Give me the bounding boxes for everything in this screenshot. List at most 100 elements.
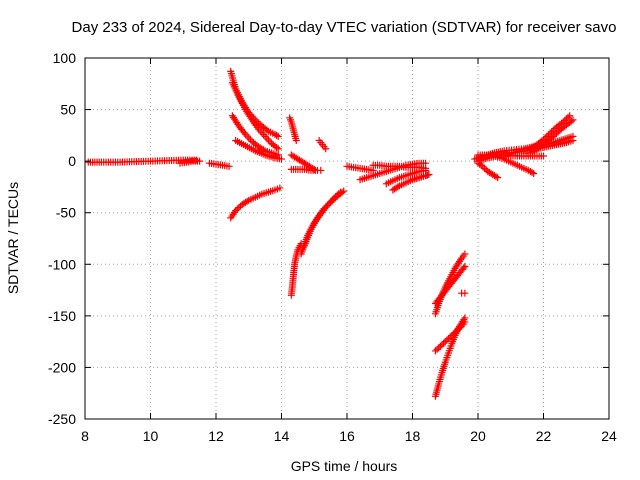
data-point (492, 173, 500, 181)
satellite-track-25 (431, 314, 469, 400)
satellite-track-6 (228, 112, 282, 159)
data-point (461, 289, 469, 297)
data-point (454, 325, 462, 333)
y-tick-label: -150 (48, 308, 76, 324)
y-tick-label: 100 (53, 50, 77, 66)
data-point (243, 197, 251, 205)
y-tick-label: -100 (48, 256, 76, 272)
data-point (328, 197, 336, 205)
data-point (479, 163, 487, 171)
x-tick-label: 20 (470, 428, 486, 444)
satellite-track-33 (474, 151, 547, 160)
data-point (261, 132, 269, 140)
x-tick-label: 10 (143, 428, 159, 444)
satellite-track-19 (382, 166, 430, 188)
x-tick-label: 22 (536, 428, 552, 444)
chart-title: Day 233 of 2024, Sidereal Day-to-day VTE… (72, 19, 617, 36)
data-point (457, 256, 465, 264)
data-point (322, 203, 330, 211)
data-point (451, 328, 459, 336)
data-point (445, 335, 453, 343)
data-point (435, 344, 443, 352)
data-point (266, 138, 274, 146)
data-point (317, 166, 325, 174)
data-point (196, 157, 204, 165)
data-point (460, 264, 468, 272)
data-point (259, 131, 267, 139)
data-point (549, 126, 557, 134)
data-point (330, 195, 338, 203)
data-point (562, 115, 570, 123)
satellite-track-1 (84, 156, 200, 166)
satellite-track-7 (232, 137, 285, 163)
data-point (438, 341, 446, 349)
x-tick-label: 8 (81, 428, 89, 444)
data-point (446, 333, 454, 341)
data-point (274, 132, 282, 140)
y-axis-label: SDTVAR / TECUs (5, 182, 21, 294)
data-point (548, 128, 556, 136)
data-point (263, 126, 271, 134)
data-point (246, 136, 254, 144)
data-point (436, 342, 444, 350)
satellite-track-3 (205, 159, 233, 170)
data-point (240, 129, 248, 137)
data-point (325, 200, 333, 208)
data-point (477, 161, 485, 169)
data-point (461, 250, 469, 258)
x-tick-label: 12 (208, 428, 224, 444)
x-tick-label: 14 (274, 428, 290, 444)
data-point (433, 345, 441, 353)
data-point (481, 164, 489, 172)
data-point (340, 187, 348, 195)
data-point (461, 262, 469, 270)
data-point (338, 188, 346, 196)
satellite-track-23 (431, 262, 469, 307)
data-point (443, 336, 451, 344)
data-point (247, 114, 255, 122)
data-point (225, 162, 233, 170)
data-point (549, 132, 557, 140)
data-point (310, 165, 318, 173)
satellite-track-8 (227, 184, 284, 222)
data-point (263, 134, 271, 142)
data-point (273, 131, 281, 139)
grid (85, 58, 609, 419)
satellite-track-12 (315, 137, 330, 153)
data-point (441, 338, 449, 346)
y-tick-label: 50 (60, 102, 76, 118)
data-point (569, 116, 577, 124)
data-point (425, 171, 433, 179)
data-point (232, 207, 240, 215)
data-point (494, 174, 502, 182)
data-point (569, 137, 577, 145)
data-point (274, 145, 282, 153)
data-point (274, 151, 282, 159)
data-point (320, 205, 328, 213)
data-point (233, 205, 241, 213)
satellite-track-18 (369, 161, 430, 172)
x-tick-label: 18 (405, 428, 421, 444)
x-tick-label: 24 (601, 428, 617, 444)
data-point (448, 331, 456, 339)
satellite-track-24 (458, 289, 469, 297)
data-point (449, 330, 457, 338)
y-tick-label: -250 (48, 411, 76, 427)
axis-ticks: 8 10 12 14 16 18 20 22 24 100 50 0 -50 -100 -150 -200 -2… (48, 50, 617, 444)
satellite-track-11 (287, 165, 325, 174)
satellite-track-26 (431, 318, 469, 355)
data-point (235, 204, 243, 212)
data-points (84, 67, 577, 400)
satellite-track-9 (286, 114, 300, 145)
data-point (528, 168, 536, 176)
data-point (323, 201, 331, 209)
satellite-track-31 (474, 159, 502, 182)
data-point (278, 155, 285, 163)
y-tick-label: -200 (48, 359, 76, 375)
data-point (327, 198, 335, 206)
satellite-track-16 (343, 162, 377, 174)
satellite-track-21 (409, 171, 433, 184)
data-point (276, 184, 284, 192)
x-axis-label: GPS time / hours (291, 458, 398, 474)
